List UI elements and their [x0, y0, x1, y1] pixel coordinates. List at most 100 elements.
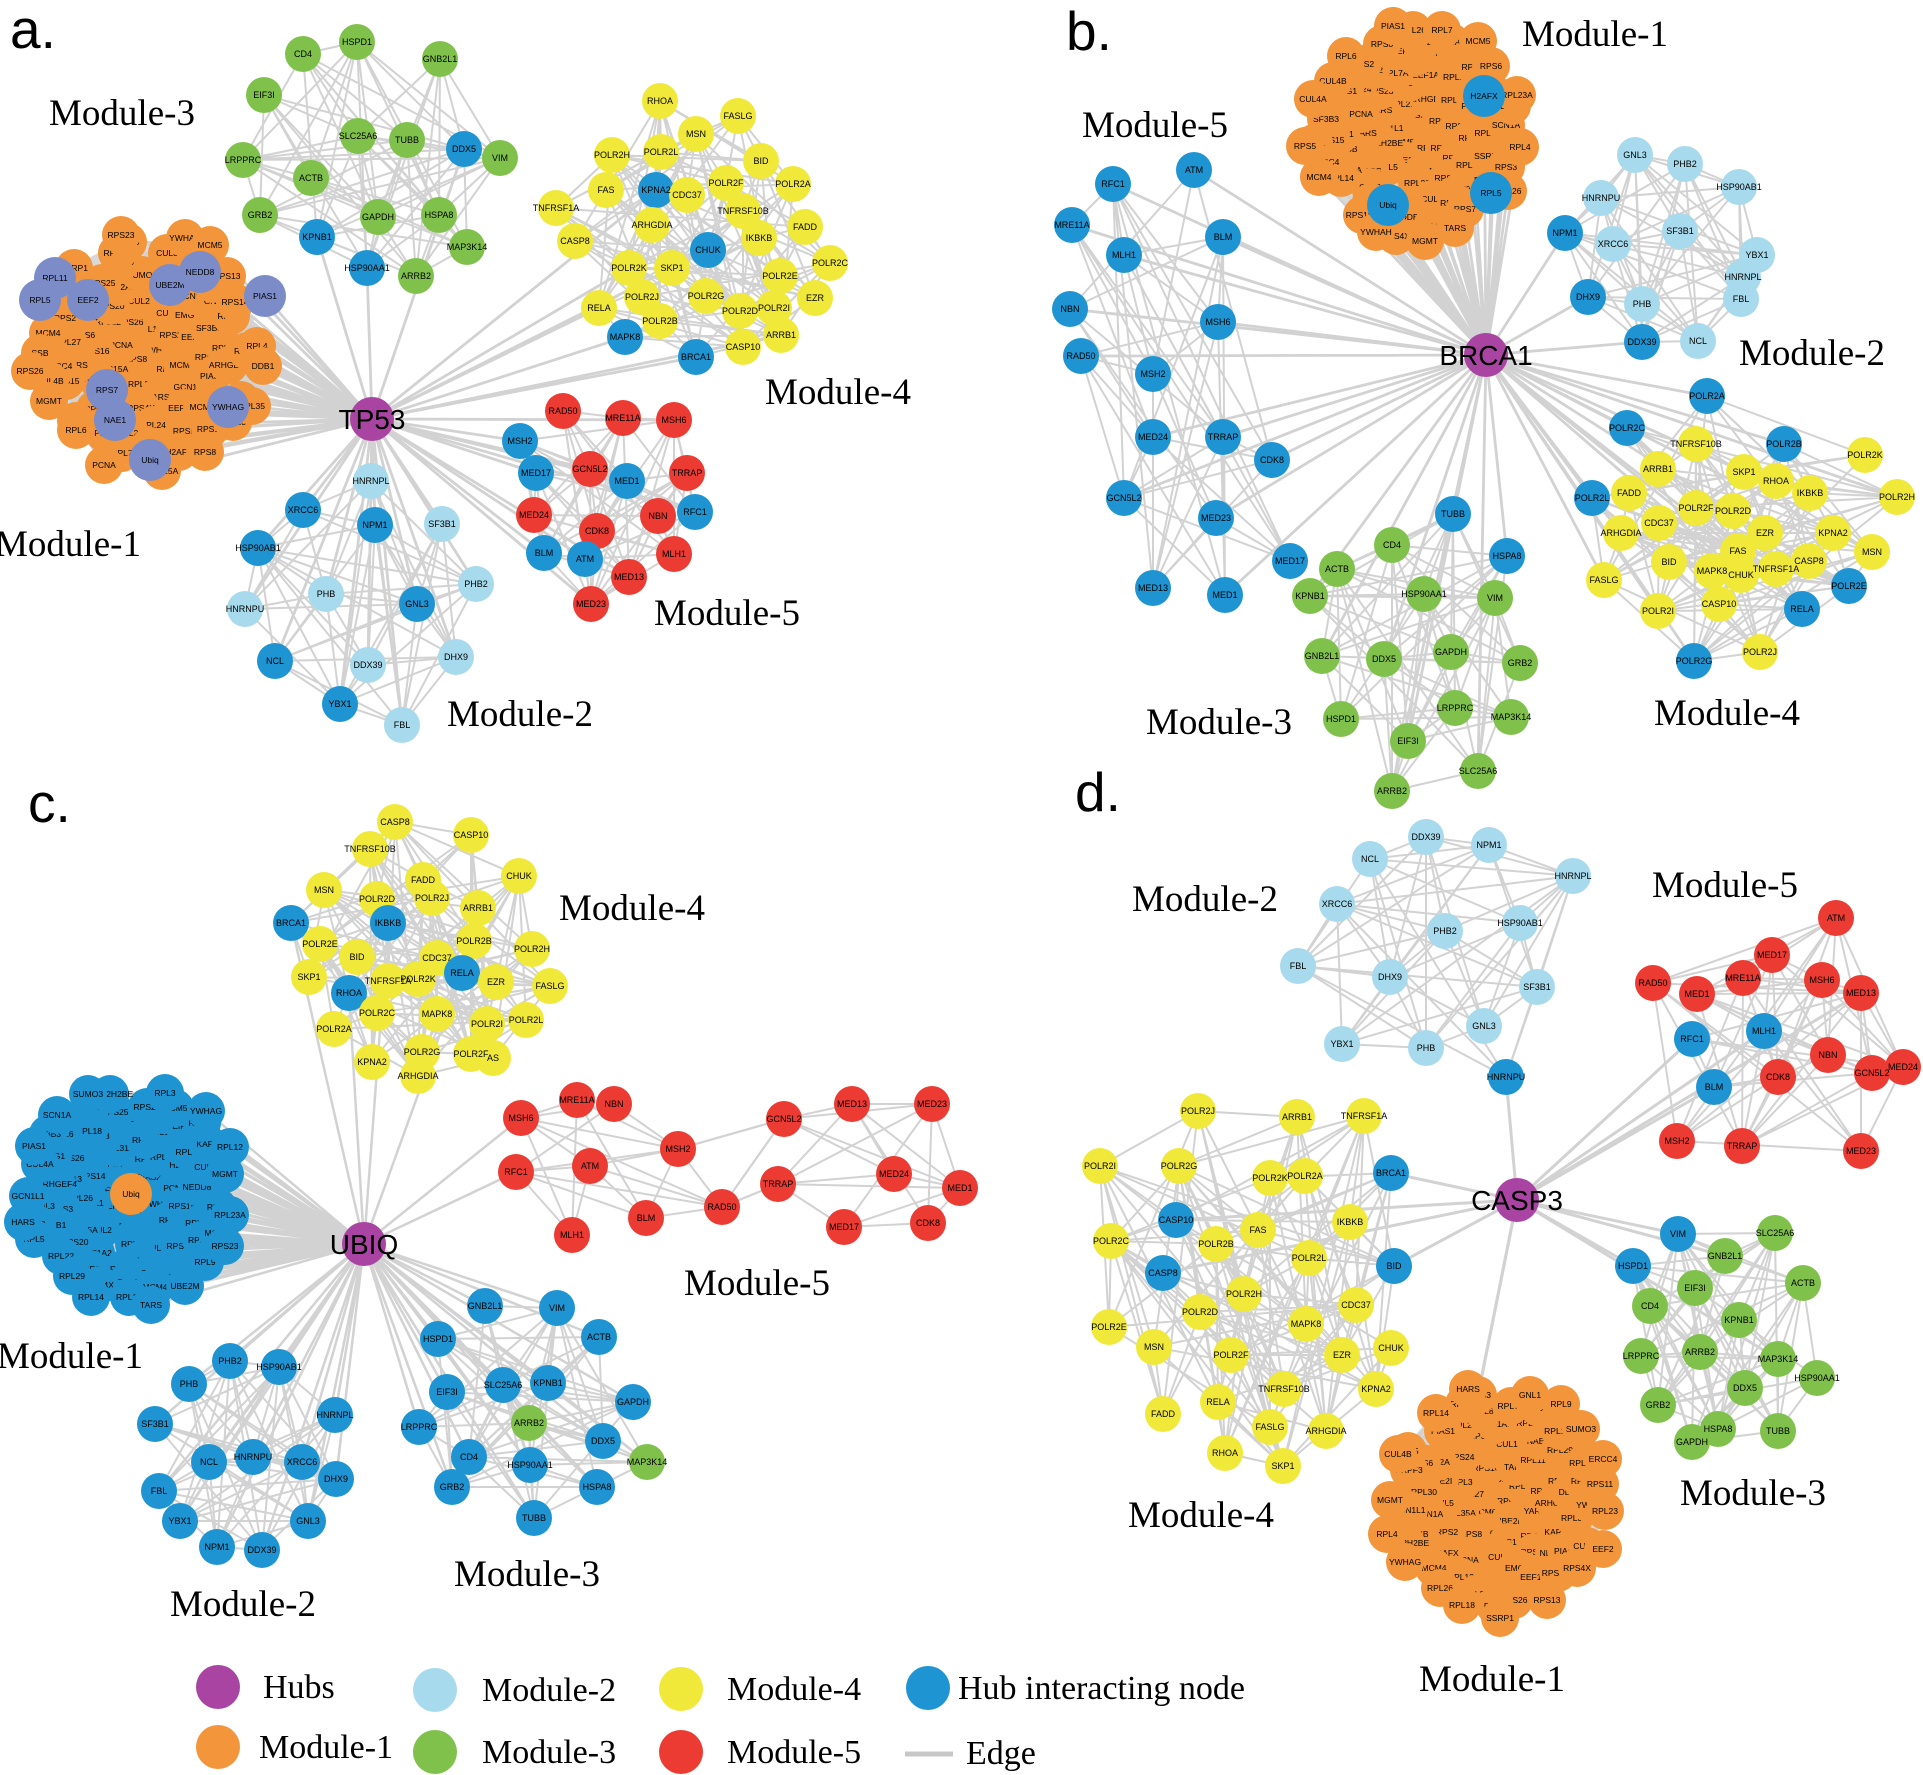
svg-text:MED24: MED24: [879, 1169, 909, 1179]
svg-text:RELA: RELA: [1790, 604, 1814, 614]
svg-text:Ubiq: Ubiq: [122, 1189, 140, 1199]
svg-text:BLM: BLM: [1214, 232, 1233, 242]
svg-text:MSH2: MSH2: [1140, 369, 1165, 379]
svg-text:RPL19: RPL19: [1443, 72, 1469, 82]
svg-text:TUBB: TUBB: [1766, 1426, 1790, 1436]
svg-text:MSH6: MSH6: [508, 1113, 533, 1123]
svg-text:RPL10A: RPL10A: [1544, 1426, 1576, 1436]
svg-text:ARRB1: ARRB1: [1282, 1112, 1312, 1122]
svg-text:SKP1: SKP1: [1271, 1461, 1294, 1471]
svg-text:MAP3K14: MAP3K14: [447, 242, 488, 252]
svg-text:RPL29: RPL29: [59, 1271, 85, 1281]
svg-text:RAD50: RAD50: [548, 406, 577, 416]
svg-text:CUL5: CUL5: [144, 1243, 166, 1253]
svg-text:POLR2K: POLR2K: [1252, 1173, 1288, 1183]
svg-text:TNFRSF10B: TNFRSF10B: [344, 844, 396, 854]
svg-text:MAP3K14: MAP3K14: [1491, 712, 1532, 722]
svg-text:Module-3: Module-3: [454, 1554, 600, 1595]
svg-text:POLR2G: POLR2G: [1676, 656, 1713, 666]
svg-text:Module-2: Module-2: [1739, 333, 1885, 374]
svg-text:MAPK8: MAPK8: [1291, 1319, 1322, 1329]
svg-text:SF3B3: SF3B3: [1313, 114, 1339, 124]
svg-text:MED13: MED13: [1138, 583, 1168, 593]
svg-text:RPL5: RPL5: [1480, 188, 1502, 198]
svg-text:TRRAP: TRRAP: [1208, 432, 1239, 442]
svg-text:RPS14: RPS14: [79, 1171, 106, 1181]
svg-text:ATM: ATM: [581, 1161, 599, 1171]
svg-text:ATM: ATM: [1185, 165, 1203, 175]
svg-text:HSP90AB1: HSP90AB1: [1497, 918, 1543, 928]
svg-text:KPNA2: KPNA2: [1361, 1384, 1391, 1394]
svg-text:SCN1A: SCN1A: [43, 1110, 72, 1120]
svg-text:Module-3: Module-3: [482, 1734, 616, 1771]
svg-text:YWHAH: YWHAH: [143, 1199, 175, 1209]
svg-text:RPS23: RPS23: [108, 230, 135, 240]
svg-text:FBL: FBL: [151, 1486, 168, 1496]
svg-text:RPS26: RPS26: [1501, 1595, 1528, 1605]
svg-text:POLR2A: POLR2A: [775, 179, 811, 189]
svg-text:TNFRSF10B: TNFRSF10B: [1670, 439, 1722, 449]
svg-text:SLC25A6: SLC25A6: [484, 1380, 523, 1390]
svg-text:EMG1: EMG1: [175, 310, 199, 320]
svg-text:RPS19: RPS19: [167, 1241, 194, 1251]
svg-text:POLR2H: POLR2H: [1879, 492, 1915, 502]
svg-text:RPS15A: RPS15A: [1346, 210, 1379, 220]
svg-text:FADD: FADD: [1151, 1409, 1176, 1419]
svg-text:RPS11: RPS11: [1587, 1479, 1614, 1489]
svg-text:GAPDH: GAPDH: [617, 1397, 649, 1407]
svg-text:RPS23: RPS23: [160, 330, 187, 340]
svg-text:POLR2F: POLR2F: [1678, 503, 1714, 513]
svg-text:EEF1A2: EEF1A2: [1412, 70, 1444, 80]
svg-text:HNRNPL: HNRNPL: [1724, 272, 1761, 282]
svg-text:BRCA1: BRCA1: [681, 352, 711, 362]
svg-text:RPL5: RPL5: [29, 295, 51, 305]
svg-text:NCL: NCL: [200, 1457, 218, 1467]
svg-text:Module-1: Module-1: [259, 1729, 393, 1766]
svg-text:YBX1: YBX1: [1330, 1039, 1353, 1049]
svg-text:RPS4X: RPS4X: [1563, 1563, 1591, 1573]
svg-text:Module-3: Module-3: [49, 93, 195, 134]
svg-text:RPL14: RPL14: [78, 1292, 104, 1302]
svg-text:HSP90AB1: HSP90AB1: [256, 1362, 302, 1372]
svg-text:CDC37: CDC37: [1644, 518, 1674, 528]
svg-text:TNFRSF1A: TNFRSF1A: [533, 203, 580, 213]
svg-text:EIF3I: EIF3I: [253, 90, 275, 100]
svg-text:GNL3: GNL3: [296, 1516, 320, 1526]
svg-text:NCL: NCL: [1689, 336, 1707, 346]
svg-text:RPS8: RPS8: [125, 354, 147, 364]
svg-text:GNB2L1: GNB2L1: [468, 1301, 503, 1311]
svg-text:POLR2H: POLR2H: [514, 944, 550, 954]
svg-text:RPL3: RPL3: [1474, 128, 1496, 138]
svg-text:a.: a.: [10, 0, 56, 60]
svg-text:CUL2: CUL2: [1450, 1420, 1472, 1430]
svg-text:YWHAH: YWHAH: [1360, 227, 1392, 237]
svg-text:CHUK: CHUK: [1378, 1343, 1404, 1353]
svg-text:GCN1L1: GCN1L1: [173, 382, 206, 392]
svg-text:MCM4: MCM4: [1306, 172, 1331, 182]
svg-text:HSPA8: HSPA8: [1493, 551, 1522, 561]
svg-text:VIM: VIM: [1487, 593, 1503, 603]
svg-text:RAD50: RAD50: [707, 1202, 736, 1212]
svg-text:FASLG: FASLG: [723, 111, 752, 121]
svg-text:RPL7: RPL7: [1516, 1418, 1538, 1428]
svg-text:POLR2K: POLR2K: [1847, 450, 1883, 460]
svg-text:MED23: MED23: [576, 599, 606, 609]
svg-text:POLR2I: POLR2I: [471, 1019, 503, 1029]
svg-text:CHUK: CHUK: [506, 871, 532, 881]
svg-text:Ubiq: Ubiq: [1379, 200, 1397, 210]
svg-text:CASP10: CASP10: [454, 830, 489, 840]
svg-text:POLR2L: POLR2L: [509, 1015, 544, 1025]
svg-text:POLR2K: POLR2K: [400, 974, 436, 984]
svg-text:RPS24: RPS24: [134, 1102, 161, 1112]
svg-text:TNFRSF1A: TNFRSF1A: [1341, 1111, 1388, 1121]
svg-text:HSPD1: HSPD1: [1618, 1261, 1648, 1271]
svg-text:RPS5: RPS5: [1294, 141, 1316, 151]
svg-text:KPNB1: KPNB1: [533, 1378, 563, 1388]
svg-text:YWHAG: YWHAG: [212, 402, 244, 412]
svg-text:MED23: MED23: [1846, 1146, 1876, 1156]
svg-text:POLR2E: POLR2E: [1831, 581, 1867, 591]
svg-text:YBX1: YBX1: [168, 1516, 191, 1526]
svg-text:Module-4: Module-4: [727, 1671, 861, 1708]
svg-text:ARRB1: ARRB1: [766, 330, 796, 340]
svg-text:RPL23A: RPL23A: [1501, 90, 1533, 100]
